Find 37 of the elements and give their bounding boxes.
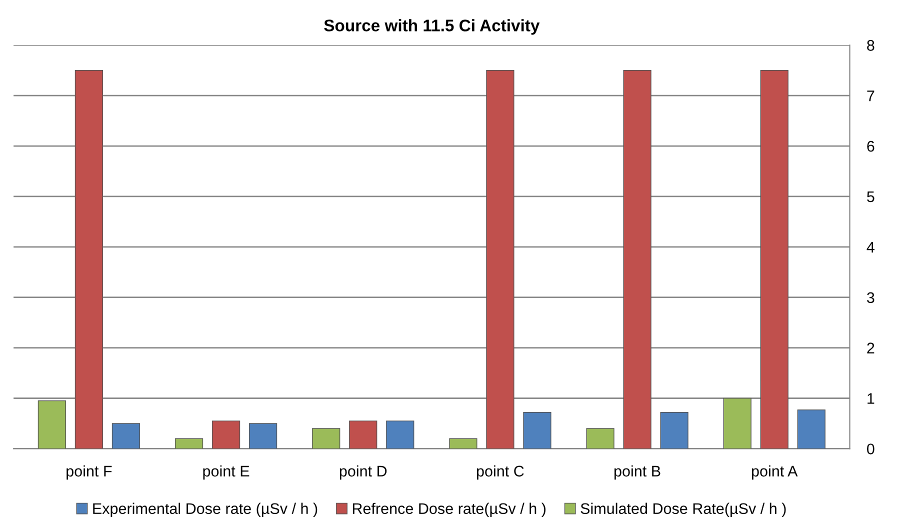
bar (449, 438, 478, 449)
x-tick-label: point B (614, 465, 660, 480)
bar (797, 410, 826, 449)
legend-label: Simulated Dose Rate(µSv / h ) (580, 502, 786, 518)
bar (723, 398, 752, 449)
x-tick-label: point F (66, 465, 112, 480)
bar (486, 70, 514, 449)
bar (212, 420, 240, 449)
bar (312, 428, 340, 449)
bar (74, 70, 104, 449)
x-tick-label: point C (476, 465, 524, 480)
bar (660, 412, 688, 449)
y-tick-label: 5 (867, 191, 874, 202)
legend-label: Refrence Dose rate(µSv / h ) (352, 502, 546, 518)
y-tick-label: 7 (867, 90, 874, 102)
y-tick-label: 1 (868, 393, 874, 404)
y-tick-label: 0 (867, 444, 874, 454)
chart-title: Source with 11.5 Ci Activity (324, 19, 540, 35)
bar (38, 400, 66, 449)
bar (586, 428, 614, 449)
legend-label: Experimental Dose rate (µSv / h ) (93, 502, 318, 518)
y-tick-label: 8 (867, 40, 874, 51)
bar (349, 420, 378, 449)
x-tick-label: point D (340, 465, 387, 480)
y-tick-label: 3 (867, 292, 874, 304)
bar (760, 70, 788, 449)
bar (386, 420, 414, 449)
bar (248, 423, 278, 449)
bar (174, 438, 204, 449)
x-tick-label: point E (203, 465, 250, 480)
x-tick-label: point A (752, 465, 798, 480)
y-tick-label: 6 (867, 140, 874, 152)
y-tick-label: 4 (866, 242, 874, 252)
bar (623, 70, 652, 449)
bar (523, 412, 552, 449)
y-tick-label: 2 (867, 342, 874, 354)
bar (112, 423, 140, 449)
